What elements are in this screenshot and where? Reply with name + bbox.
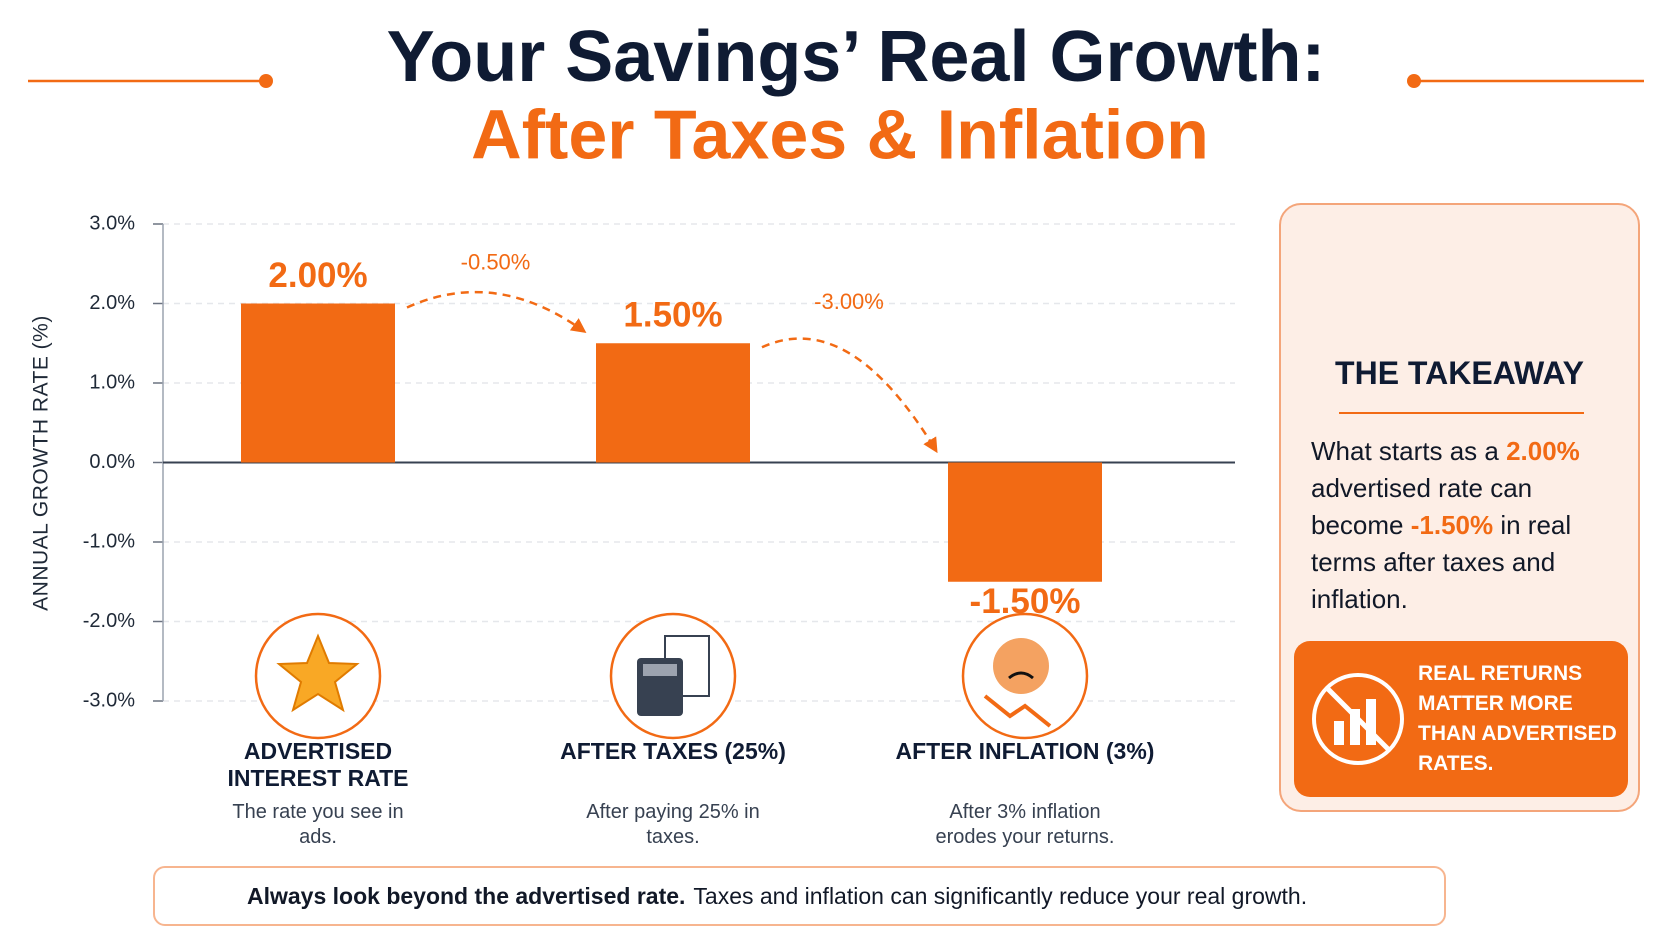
change-label: -0.50% <box>461 249 531 274</box>
category-label: AFTER TAXES (25%) <box>560 738 786 764</box>
face <box>993 638 1049 694</box>
y-axis-label: ANNUAL GROWTH RATE (%) <box>30 315 53 611</box>
down-arrow <box>983 694 1052 728</box>
category-icon <box>961 612 1089 740</box>
change-label: -3.00% <box>814 289 884 314</box>
callout-text: REAL RETURNS MATTER MORE THAN ADVERTISED… <box>1418 662 1617 775</box>
category-description: After paying 25% in taxes. <box>586 801 760 848</box>
y-tick-label: -1.0% <box>83 530 135 552</box>
y-tick-label: 2.0% <box>89 292 135 314</box>
category-icon <box>254 612 382 740</box>
tip-box: Always look beyond the advertised rate. T… <box>153 866 1446 926</box>
y-tick-label: 1.0% <box>89 371 135 393</box>
text: What starts as a <box>1311 436 1507 466</box>
y-tick-label: 3.0% <box>89 212 135 234</box>
category-icon <box>609 612 737 740</box>
bar <box>948 462 1102 582</box>
tip-rest: Taxes and inflation can significantly re… <box>693 883 1308 909</box>
tip-text: Always look beyond the advertised rate. T… <box>247 868 1307 924</box>
category-description: After 3% inflation erodes your returns. <box>935 801 1115 848</box>
calc-screen <box>643 664 677 676</box>
highlight: -1.50% <box>1410 510 1494 540</box>
takeaway-text: What starts as a 2.00% advertised rate c… <box>1311 433 1621 618</box>
y-tick-label: -3.0% <box>83 689 135 711</box>
value-label: 2.00% <box>268 256 367 295</box>
callout-icon <box>1312 673 1404 765</box>
callout: REAL RETURNS MATTER MORE THAN ADVERTISED… <box>1294 641 1628 797</box>
category-description: The rate you see in ads. <box>232 801 404 848</box>
takeaway-title: THE TAKEAWAY <box>1335 355 1584 391</box>
takeaway-panel: THE TAKEAWAY What starts as a 2.00% adve… <box>1279 203 1640 812</box>
chart-subtitle: After Taxes & Inflation <box>471 95 1209 173</box>
category-label: ADVERTISED INTEREST RATE <box>227 738 409 791</box>
frown <box>1008 671 1034 680</box>
divider <box>1339 412 1584 414</box>
chart-title: Your Savings’ Real Growth: <box>387 17 1326 97</box>
bar <box>596 343 750 463</box>
value-label: 1.50% <box>623 296 722 335</box>
text: in real terms after taxes and inflation. <box>1311 510 1572 614</box>
star <box>276 633 360 713</box>
change-arrow <box>761 337 938 454</box>
y-tick-label: 0.0% <box>89 451 135 473</box>
change-arrow <box>406 290 587 334</box>
highlight: 2.00% <box>1506 436 1580 466</box>
text: advertised rate can become <box>1311 473 1533 540</box>
decor-dot <box>1407 74 1421 88</box>
bar <box>241 303 395 463</box>
category-label: AFTER INFLATION (3%) <box>895 738 1155 764</box>
decor-dot <box>259 74 273 88</box>
y-tick-label: -2.0% <box>83 610 135 632</box>
tip-bold: Always look beyond the advertised rate. <box>247 883 686 909</box>
